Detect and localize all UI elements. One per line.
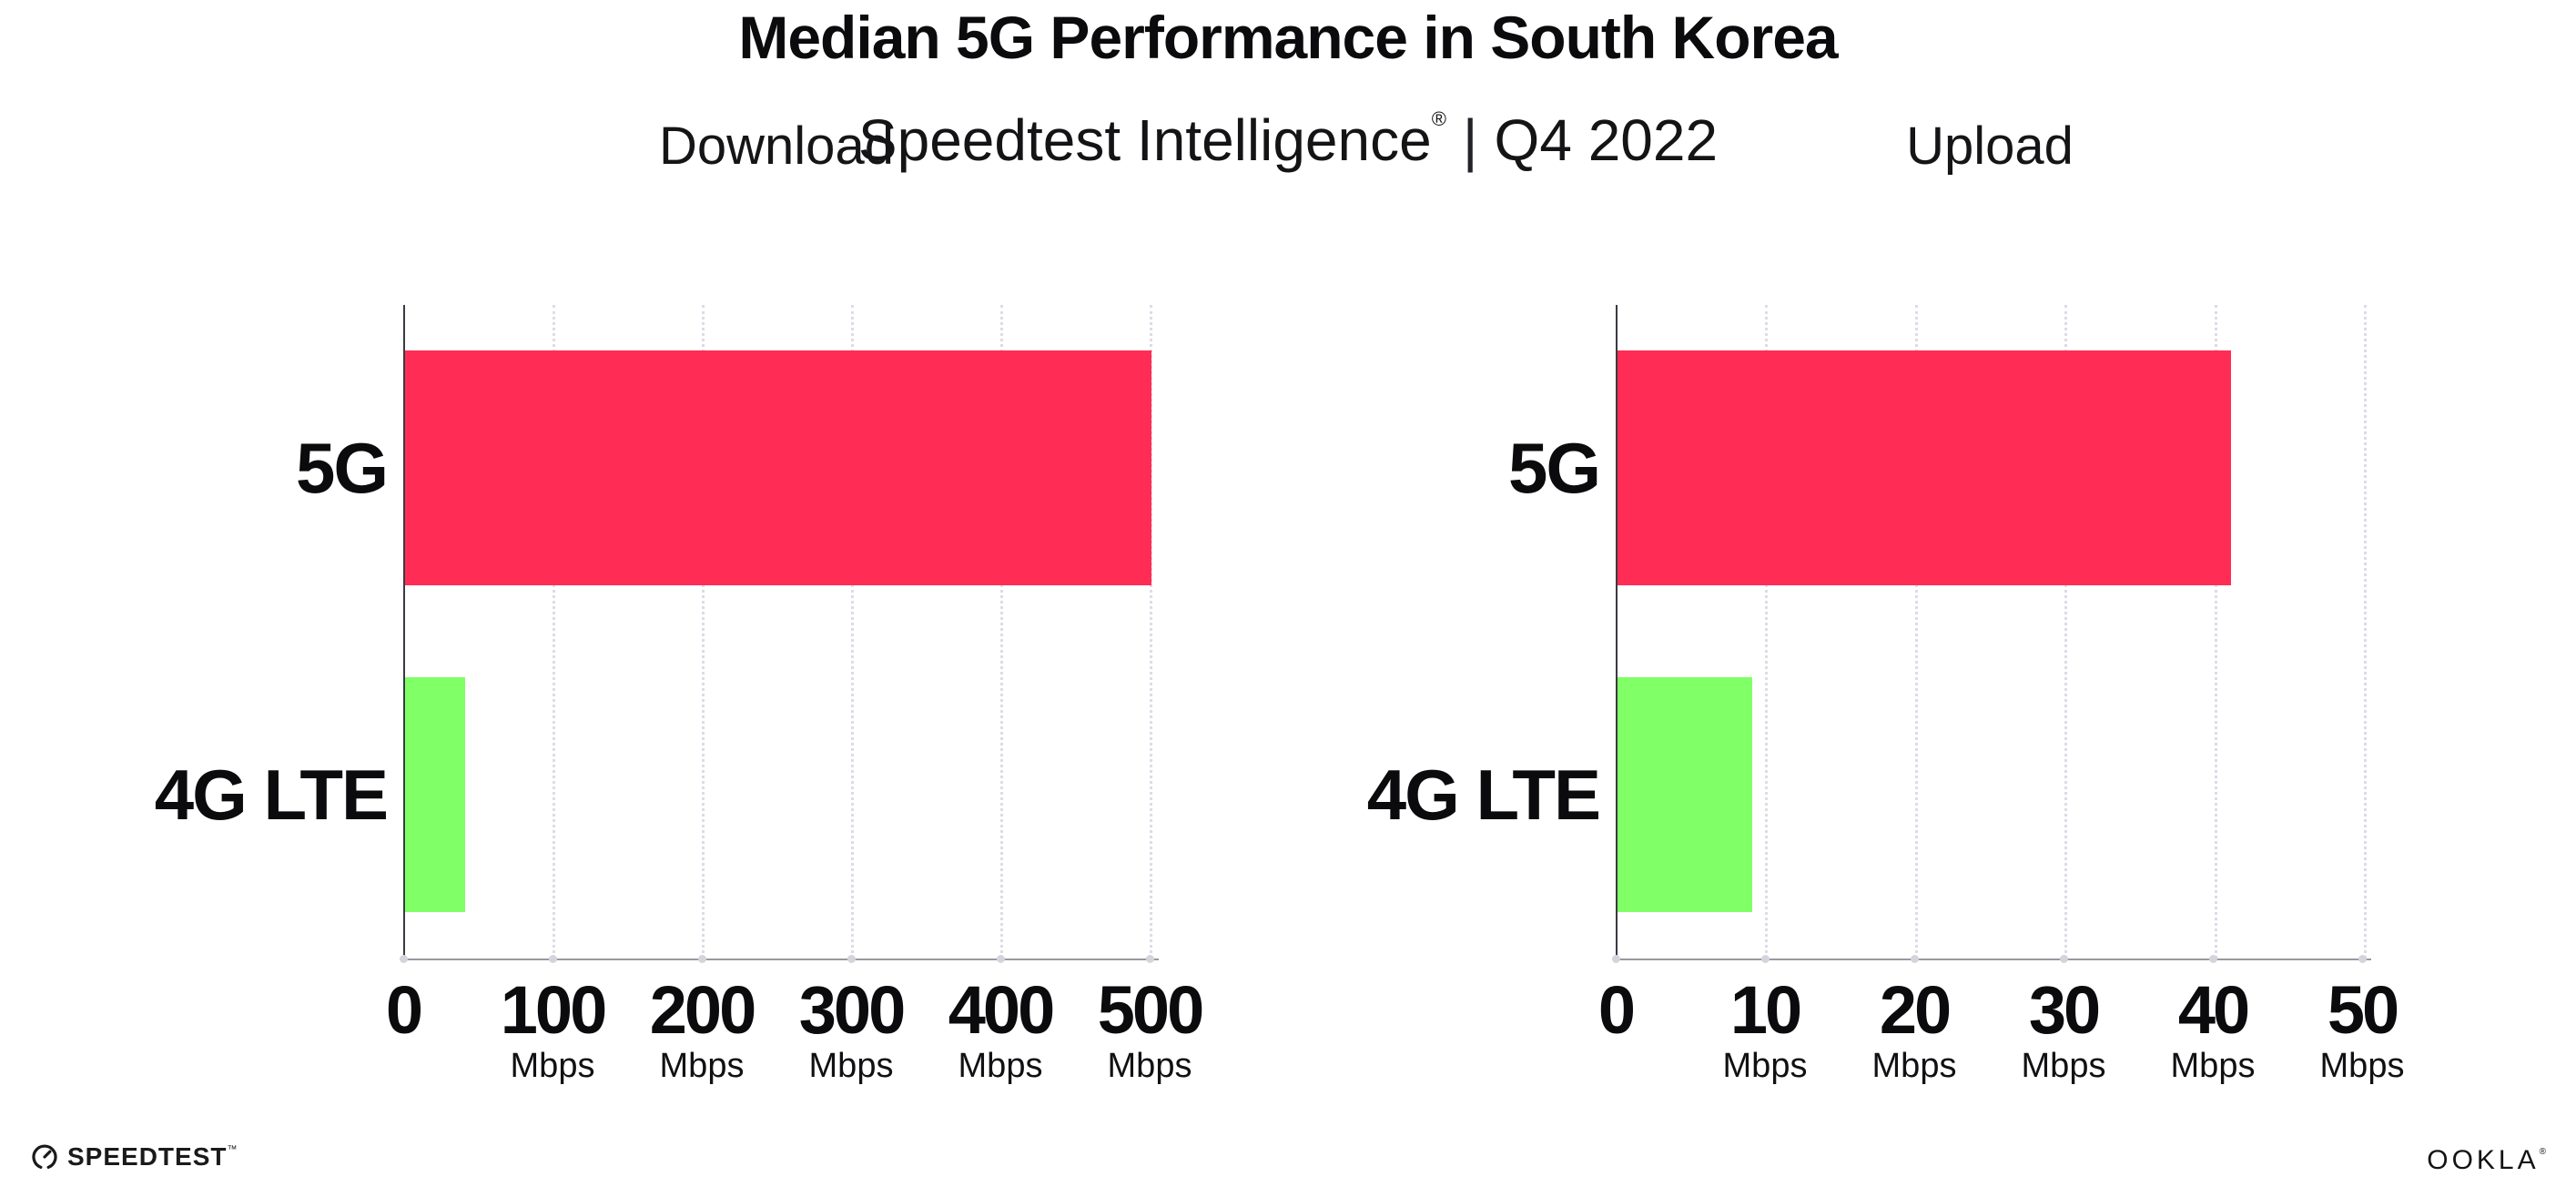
gridline [851,305,854,959]
category-label-5g-download: 5G [295,428,389,508]
axis-tick-dot [2209,955,2217,963]
axis-tick-dot [698,955,706,963]
gridline [1000,305,1003,959]
chart-title-upload: Upload [1906,117,2074,176]
ookla-logo: OOKLA® [2427,1145,2546,1176]
trademark-symbol: ™ [227,1144,238,1155]
category-label-4glte-upload: 4G LTE [1366,755,1601,835]
x-tick-300-download: 300 Mbps [798,972,906,1086]
axis-tick-dot [997,955,1005,963]
bar-5g-download [405,350,1151,585]
x-tick-500-download: 500 Mbps [1097,972,1204,1086]
bar-5g-upload [1618,350,2232,585]
x-tick-10-upload: 10 Mbps [1722,972,1808,1086]
gridline [1914,305,1918,959]
x-tick-20-upload: 20 Mbps [1871,972,1957,1086]
x-tick-100-download: 100 Mbps [500,972,607,1086]
gridline [2214,305,2217,959]
axis-tick-dot [1146,955,1154,963]
axis-tick-dot [2060,955,2068,963]
axis-tick-dot [2358,955,2367,963]
x-tick-0-upload: 0 [1597,972,1636,1048]
ookla-wordmark: OOKLA [2427,1145,2540,1175]
registered-symbol: ® [2539,1147,2546,1157]
subtitle-period: Q4 2022 [1494,107,1719,173]
axis-tick-dot [1612,955,1620,963]
plot-area-upload [1616,305,2367,959]
axis-tick-dot [549,955,557,963]
axis-tick-dot [400,955,408,963]
speedtest-gauge-icon [30,1142,59,1172]
gridline [2064,305,2068,959]
x-axis-upload [1616,959,2371,960]
subtitle-brand: Speedtest Intelligence [857,107,1432,173]
axis-tick-dot [847,955,856,963]
gridline [553,305,555,959]
gridline [1765,305,1769,959]
x-tick-50-upload: 50 Mbps [2319,972,2405,1086]
category-label-5g-upload: 5G [1507,428,1601,508]
bar-4glte-upload [1618,677,1752,912]
gridline [702,305,705,959]
bar-4glte-download [405,677,465,912]
axis-tick-dot [1761,955,1770,963]
chart-title-download: Download [659,117,894,176]
speedtest-wordmark: SPEEDTEST™ [67,1142,238,1171]
x-axis-download [403,959,1159,960]
x-tick-40-upload: 40 Mbps [2170,972,2256,1086]
registered-mark: ® [1431,107,1446,130]
x-tick-0-download: 0 [385,972,423,1048]
page-subtitle: Speedtest Intelligence® | Q4 2022 [0,80,2576,179]
category-label-4glte-download: 4G LTE [154,755,389,835]
x-tick-30-upload: 30 Mbps [2021,972,2106,1086]
x-tick-200-download: 200 Mbps [649,972,756,1086]
x-tick-400-download: 400 Mbps [948,972,1055,1086]
subtitle-divider: | [1462,107,1478,173]
y-axis-download [403,305,405,959]
speedtest-logo: SPEEDTEST™ [30,1142,238,1172]
page-title: Median 5G Performance in South Korea [738,4,1838,71]
plot-area-download [403,305,1152,959]
y-axis-upload [1616,305,1618,959]
gridline [2364,305,2367,959]
axis-tick-dot [1911,955,1919,963]
gridline [1150,305,1152,959]
